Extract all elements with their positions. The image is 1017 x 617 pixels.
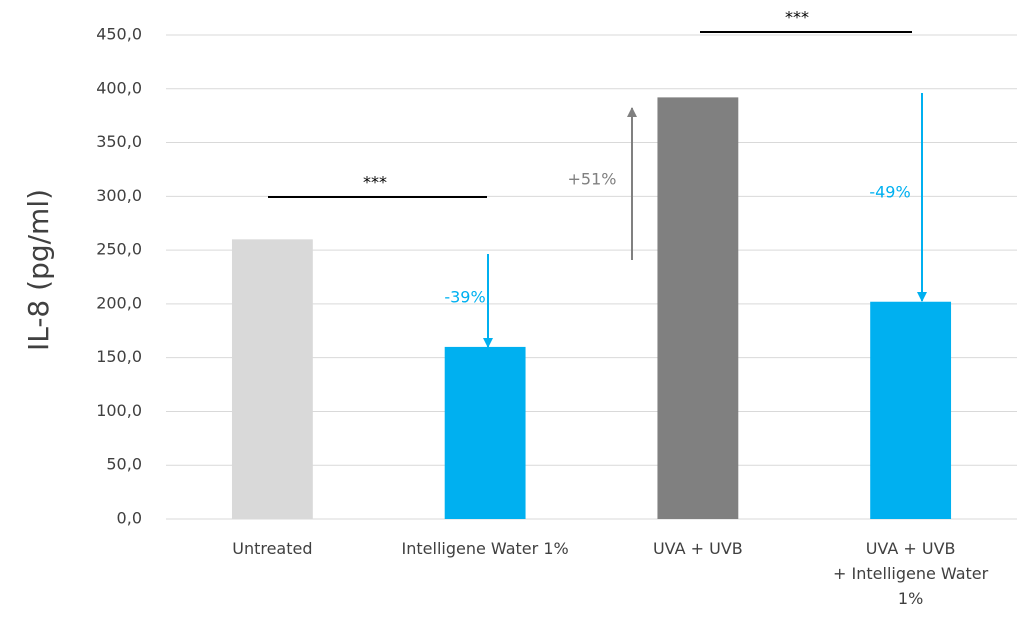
annotation: *** (785, 8, 809, 27)
y-tick-label: 450,0 (96, 25, 142, 44)
bar (870, 301, 952, 519)
x-tick-label: Intelligene Water 1% (401, 539, 569, 558)
bar (231, 239, 313, 519)
y-tick-label: 350,0 (96, 132, 142, 151)
annotation: *** (363, 173, 387, 192)
y-tick-label: 150,0 (96, 347, 142, 366)
y-tick-label: 50,0 (106, 455, 142, 474)
bar (444, 346, 526, 519)
y-tick-label: 200,0 (96, 293, 142, 312)
annotation: -49% (869, 183, 910, 202)
x-tick-label: UVA + UVB + Intelligene Water 1% (833, 539, 989, 608)
x-tick-label: UVA + UVB (652, 539, 743, 558)
y-tick-label: 250,0 (96, 240, 142, 259)
y-tick-label: 0,0 (117, 509, 142, 528)
annotation: -39% (444, 288, 485, 307)
annotation: +51% (568, 170, 617, 189)
y-axis-label: IL-8 (pg/ml) (22, 189, 55, 351)
y-tick-label: 100,0 (96, 401, 142, 420)
bar (657, 97, 739, 519)
y-tick-label: 300,0 (96, 186, 142, 205)
x-tick-label: Untreated (232, 539, 313, 558)
y-tick-label: 400,0 (96, 78, 142, 97)
